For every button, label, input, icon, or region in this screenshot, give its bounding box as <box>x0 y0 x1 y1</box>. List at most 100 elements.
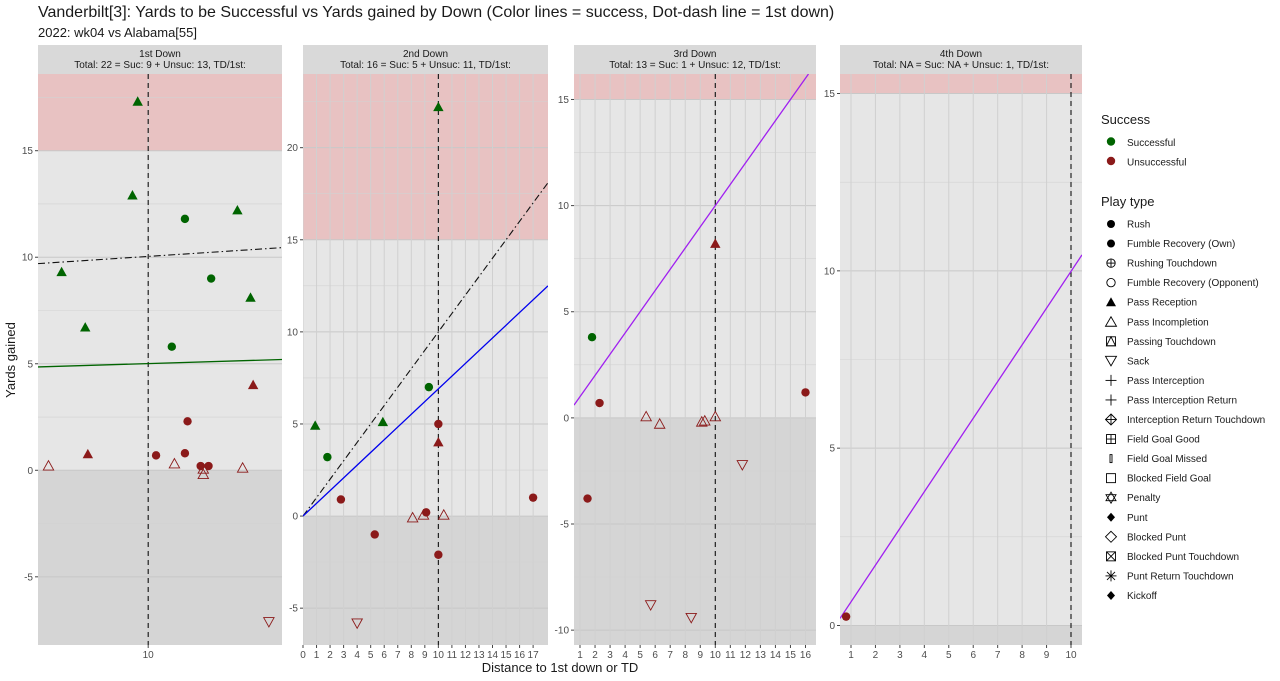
data-point <box>370 530 379 539</box>
x-tick-label: 4 <box>622 650 628 661</box>
data-point <box>640 410 653 422</box>
data-point <box>644 600 657 611</box>
x-tick-label: 10 <box>710 650 722 661</box>
legend-success-key <box>1106 156 1116 166</box>
square-x-icon <box>1106 551 1116 562</box>
x-tick-label: 9 <box>422 650 428 661</box>
data-point <box>424 382 434 392</box>
success-zone <box>38 74 282 151</box>
legend-playtype-label: Fumble Recovery (Opponent) <box>1127 278 1259 289</box>
y-tick-label: 15 <box>22 146 34 157</box>
data-point <box>695 415 708 427</box>
first-down-line <box>38 247 282 265</box>
x-tick-label: 10 <box>1065 650 1077 661</box>
data-point <box>377 416 389 427</box>
gridlines <box>840 74 1082 645</box>
facet-strip <box>38 45 282 74</box>
success-threshold-line <box>574 74 810 406</box>
y-tick-label: 5 <box>292 419 298 430</box>
legend-playtype-label: Pass Incompletion <box>1127 317 1209 328</box>
success-zone <box>303 74 548 240</box>
data-point <box>206 274 216 283</box>
legend-playtype-label: Penalty <box>1127 493 1160 504</box>
y-tick-label: -5 <box>24 572 33 583</box>
legend-playtype-label: Pass Reception <box>1127 298 1197 309</box>
negative-zone <box>38 470 282 645</box>
data-point <box>685 612 698 624</box>
star-of-david-icon <box>1105 491 1117 505</box>
y-tick-label: -5 <box>560 520 569 531</box>
legend-playtype-label: Pass Interception Return <box>1127 395 1237 406</box>
chart-subtitle: 2022: wk04 vs Alabama[55] <box>38 25 197 40</box>
data-point <box>56 266 67 277</box>
strip-title: 2nd Down <box>403 49 448 60</box>
asterisk-icon <box>1105 570 1117 582</box>
data-point <box>132 96 143 106</box>
x-tick-label: 2 <box>873 650 879 661</box>
x-tick-label: 7 <box>995 650 1001 661</box>
gridlines <box>303 74 548 645</box>
x-tick-label: 9 <box>697 650 703 661</box>
y-tick-label: 15 <box>558 95 570 106</box>
reference-lines <box>38 74 282 645</box>
x-tick-label: 7 <box>395 650 401 661</box>
diamond-plus-icon <box>1104 413 1118 426</box>
x-tick-label: 0 <box>300 650 306 661</box>
filled-diamond-icon <box>1107 512 1115 522</box>
data-point <box>433 101 444 112</box>
data-point <box>528 493 538 502</box>
data-point <box>180 449 190 458</box>
strip-title: 1st Down <box>139 49 181 60</box>
square-plus-icon <box>1106 434 1116 444</box>
gridlines <box>574 74 816 645</box>
data-point <box>653 417 666 429</box>
success-zone <box>840 74 1082 94</box>
data-point <box>336 495 346 504</box>
legend-playtype-label: Sack <box>1127 356 1150 367</box>
strip-totals: Total: 16 = Suc: 5 + Unsuc: 11, TD/1st: <box>340 60 511 71</box>
data-point <box>736 460 749 471</box>
x-tick-label: 4 <box>922 650 928 661</box>
data-point <box>180 214 190 224</box>
open-triangle-icon <box>1104 315 1118 327</box>
x-tick-label: 16 <box>514 650 526 661</box>
x-tick-label: 16 <box>800 650 812 661</box>
data-point <box>417 508 430 520</box>
chart-title: Vanderbilt[3]: Yards to be Successful vs… <box>38 4 835 21</box>
legend-playtype-label: Interception Return Touchdown <box>1127 415 1265 426</box>
data-point <box>168 457 181 469</box>
data-point <box>434 419 443 429</box>
x-tick-label: 4 <box>354 650 360 661</box>
data-point <box>801 388 810 397</box>
y-tick-label: 10 <box>824 266 836 277</box>
data-point <box>433 436 444 447</box>
small-bar-icon <box>1109 454 1113 464</box>
legend-success-key <box>1106 137 1116 146</box>
x-tick-label: 1 <box>314 650 320 661</box>
success-threshold-line <box>840 254 1082 619</box>
legend-success-title: Success <box>1101 112 1151 127</box>
x-tick-label: 12 <box>460 650 472 661</box>
x-tick-label: 11 <box>447 650 458 661</box>
reference-lines <box>840 74 1082 645</box>
legend-playtype-title: Play type <box>1101 194 1154 209</box>
data-point <box>710 238 721 248</box>
square-triangle-icon <box>1105 335 1117 347</box>
data-point <box>247 379 259 390</box>
x-tick-label: 14 <box>770 650 782 661</box>
data-points <box>309 101 538 630</box>
facet-strip <box>574 45 816 74</box>
reference-lines <box>303 74 548 645</box>
data-point <box>709 410 722 422</box>
strip-title: 4th Down <box>940 49 982 60</box>
x-tick-label: 6 <box>381 650 387 661</box>
data-point <box>236 461 249 473</box>
legend-playtype-label: Kickoff <box>1127 591 1157 602</box>
y-tick-label: 0 <box>292 512 298 523</box>
x-tick-label: 6 <box>652 650 658 661</box>
legend-playtype-label: Fumble Recovery (Own) <box>1127 239 1235 250</box>
x-tick-label: 15 <box>785 650 797 661</box>
x-tick-label: 7 <box>667 650 673 661</box>
